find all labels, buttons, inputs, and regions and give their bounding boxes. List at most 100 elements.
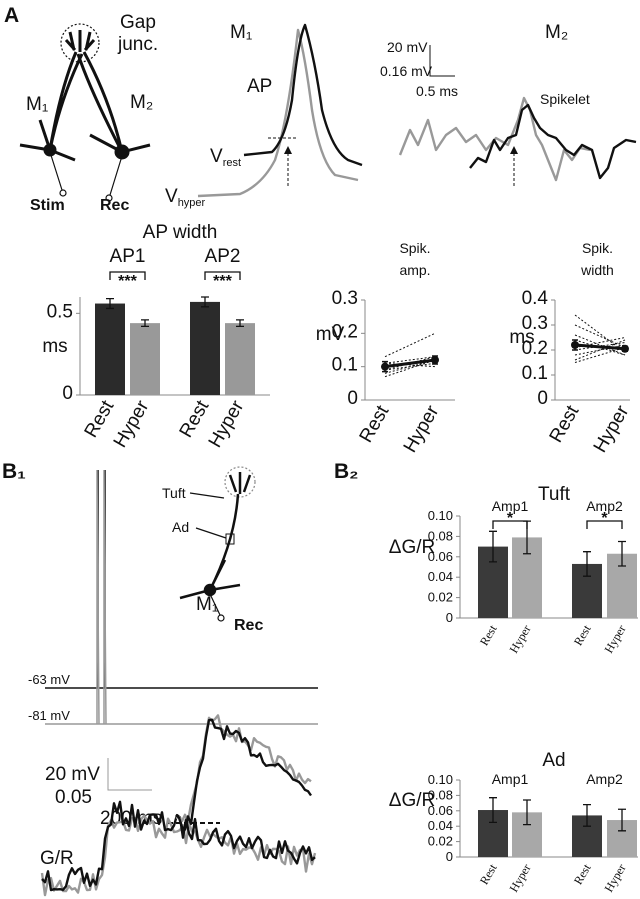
trace-title: M₁ <box>230 22 252 43</box>
trace <box>175 718 312 831</box>
y-tick-label: 0 <box>446 849 453 864</box>
significance: *** <box>118 273 137 290</box>
error-bar <box>106 297 114 310</box>
group-label: AP2 <box>205 246 241 267</box>
neuron-diagram <box>19 23 151 202</box>
y-tick-label: 0.5 <box>47 301 73 322</box>
y-tick-label: 0.06 <box>428 549 453 564</box>
error-bar <box>618 808 626 832</box>
bar <box>95 303 125 395</box>
label: AP <box>247 76 272 97</box>
significance-bracket <box>204 271 241 280</box>
error-bar <box>622 345 628 352</box>
label: -63 mV <box>28 672 70 687</box>
x-tick-label: Hyper <box>590 401 634 456</box>
chart: Spik. width ms 0 0.1 0.2 0.3 0.4 Rest Hyper <box>509 240 633 456</box>
bar <box>190 301 220 395</box>
y-tick-label: 0.02 <box>428 590 453 605</box>
significance-bracket <box>586 520 623 529</box>
scale-label: 20 mV <box>387 39 428 55</box>
subject-line <box>384 356 436 364</box>
scale-label: 0.05 <box>55 787 92 808</box>
group-label: Amp2 <box>586 498 623 514</box>
error-bar <box>141 319 149 328</box>
chart: Spik. amp. mV 0 0.1 0.2 0.3 Rest Hyper <box>316 240 455 456</box>
y-tick-label: 0.04 <box>428 569 453 584</box>
y-axis-label: ms <box>509 327 534 348</box>
significance-bracket <box>109 271 146 280</box>
neuron-diagram <box>179 466 256 622</box>
mean-line <box>574 343 626 351</box>
label: Rec <box>234 617 263 634</box>
x-tick-label: Hyper <box>400 401 444 456</box>
group-label: Amp2 <box>586 771 623 787</box>
y-axis-label: ΔG/R <box>389 790 435 811</box>
y-axis-label: mV <box>316 324 345 345</box>
x-tick-label: Hyper <box>601 623 628 656</box>
subject-line <box>574 314 626 353</box>
y-tick-label: 0.08 <box>428 528 453 543</box>
trace <box>41 800 316 892</box>
label: Vrest <box>210 146 241 169</box>
traces <box>40 714 317 897</box>
error-bar <box>236 319 244 328</box>
y-axis-label: ΔG/R <box>389 537 435 558</box>
y-tick-label: 0 <box>537 388 548 409</box>
subject-line <box>574 334 626 356</box>
subject-line <box>574 339 626 356</box>
label: junc. <box>117 34 158 55</box>
trace <box>45 469 318 725</box>
x-tick-label: Rest <box>571 622 594 648</box>
chart-title: Spik. <box>399 240 430 256</box>
subject-line <box>384 359 436 378</box>
error-bar <box>572 339 578 351</box>
y-tick-label: 0 <box>62 383 73 404</box>
subject-line <box>384 332 436 358</box>
arrowhead <box>510 146 518 154</box>
trace <box>45 470 318 689</box>
x-tick-label: Rest <box>477 861 500 887</box>
error-bar <box>583 551 591 577</box>
scale-label: 20 mV <box>45 764 100 785</box>
label: M₁ <box>26 94 48 115</box>
label: -81 mV <box>28 708 70 723</box>
error-bar <box>618 540 626 567</box>
trace <box>175 714 312 823</box>
scale-bar <box>107 758 152 791</box>
trace-title: M₂ <box>545 22 568 43</box>
label: G/R <box>40 848 74 869</box>
panel-label: B₁ <box>2 460 26 483</box>
y-tick-label: 0.08 <box>428 787 453 802</box>
subject-line <box>574 344 626 356</box>
y-tick-label: 0.04 <box>428 818 453 833</box>
chart-title: width <box>580 262 614 278</box>
label: Gap <box>120 12 156 33</box>
y-tick-label: 0.1 <box>522 363 548 384</box>
x-tick-label: Rest <box>356 401 394 446</box>
significance: *** <box>213 273 232 290</box>
x-tick-label: Hyper <box>506 862 533 895</box>
trace <box>197 28 359 198</box>
group-label: Amp1 <box>492 498 529 514</box>
subject-line <box>574 347 626 363</box>
label: Stim <box>30 197 65 214</box>
group-label: Amp1 <box>492 771 529 787</box>
x-tick-label: Hyper <box>506 623 533 656</box>
y-tick-label: 0.10 <box>428 772 453 787</box>
subject-line <box>574 339 626 361</box>
scale-label: 0.16 mV <box>380 63 433 79</box>
y-axis-label: ms <box>42 336 67 357</box>
y-tick-label: 0.06 <box>428 803 453 818</box>
y-tick-label: 0 <box>446 610 453 625</box>
chart: Ad ΔG/R 00.020.040.060.080.10 Rest Hyper Rest… <box>389 750 638 894</box>
y-tick-label: 0.3 <box>522 313 548 334</box>
x-tick-label: Rest <box>477 622 500 648</box>
scale-bar <box>429 45 455 77</box>
significance: * <box>601 510 608 527</box>
y-tick-label: 0.1 <box>332 355 358 376</box>
panel-label: A <box>4 4 19 27</box>
error-bar <box>432 355 438 365</box>
